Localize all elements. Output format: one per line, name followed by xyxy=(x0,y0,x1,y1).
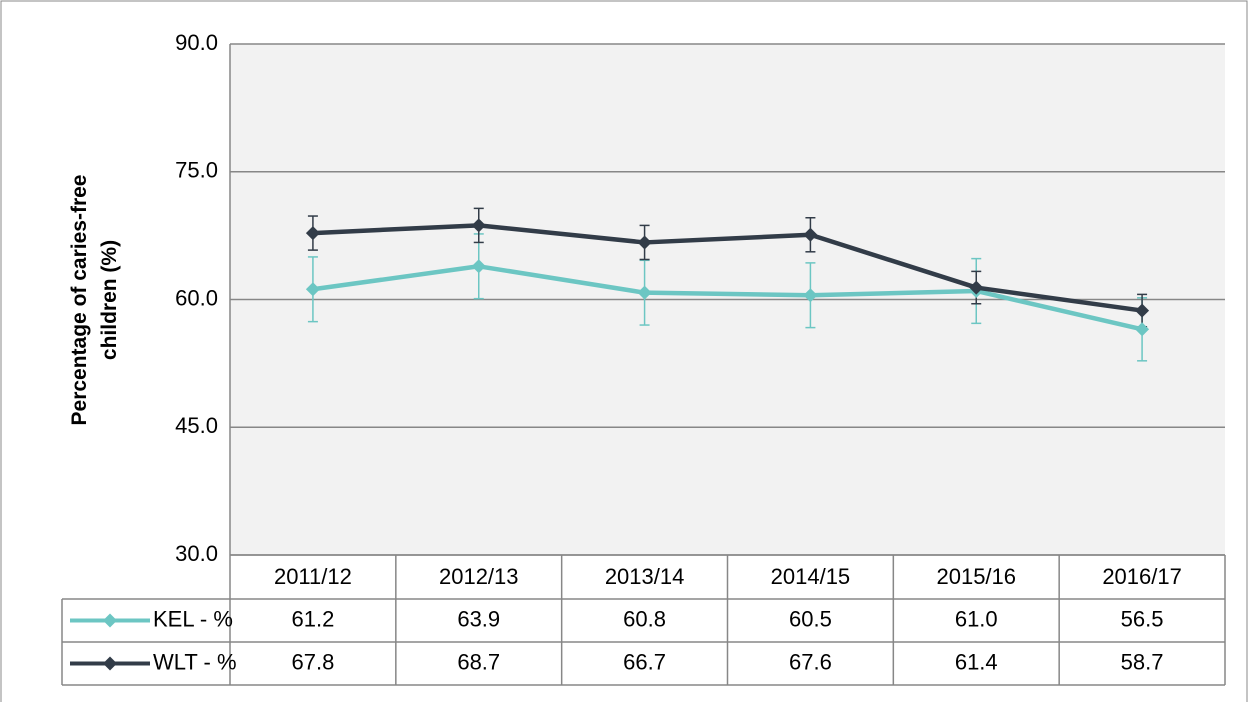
y-tick-label: 90.0 xyxy=(175,30,218,55)
x-tick-label: 2014/15 xyxy=(771,564,851,589)
point xyxy=(305,282,320,297)
table-value: 67.6 xyxy=(789,649,832,674)
y-tick-label: 30.0 xyxy=(175,541,218,566)
y-axis-label: Percentage of caries-free children (%) xyxy=(68,174,121,426)
point xyxy=(305,226,320,241)
table-value: 63.9 xyxy=(457,606,500,631)
point xyxy=(803,288,818,303)
x-tick-label: 2012/13 xyxy=(439,564,519,589)
point xyxy=(471,218,486,233)
point xyxy=(637,285,652,300)
legend-label: KEL - % xyxy=(153,606,233,631)
series-line xyxy=(312,264,1143,332)
point xyxy=(1135,303,1150,318)
point xyxy=(471,259,486,274)
table-value: 61.0 xyxy=(955,606,998,631)
table-value: 60.8 xyxy=(623,606,666,631)
table-value: 61.4 xyxy=(955,649,998,674)
x-tick-label: 2013/14 xyxy=(605,564,685,589)
x-tick-label: 2015/16 xyxy=(936,564,1016,589)
table-value: 67.8 xyxy=(292,649,335,674)
y-tick-label: 60.0 xyxy=(175,285,218,310)
table-value: 61.2 xyxy=(292,606,335,631)
legend-marker xyxy=(103,656,117,671)
point xyxy=(969,280,984,295)
table-value: 60.5 xyxy=(789,606,832,631)
y-tick-label: 45.0 xyxy=(175,413,218,438)
series-line xyxy=(312,223,1143,313)
y-tick-label: 75.0 xyxy=(175,158,218,183)
table-value: 56.5 xyxy=(1121,606,1164,631)
legend-marker xyxy=(103,613,117,628)
point xyxy=(1135,322,1150,337)
point xyxy=(637,235,652,250)
table-value: 66.7 xyxy=(623,649,666,674)
x-tick-label: 2016/17 xyxy=(1102,564,1182,589)
legend-label: WLT - % xyxy=(153,649,237,674)
table-value: 68.7 xyxy=(457,649,500,674)
x-tick-label: 2011/12 xyxy=(274,564,352,589)
point xyxy=(803,227,818,242)
table-value: 58.7 xyxy=(1121,649,1164,674)
